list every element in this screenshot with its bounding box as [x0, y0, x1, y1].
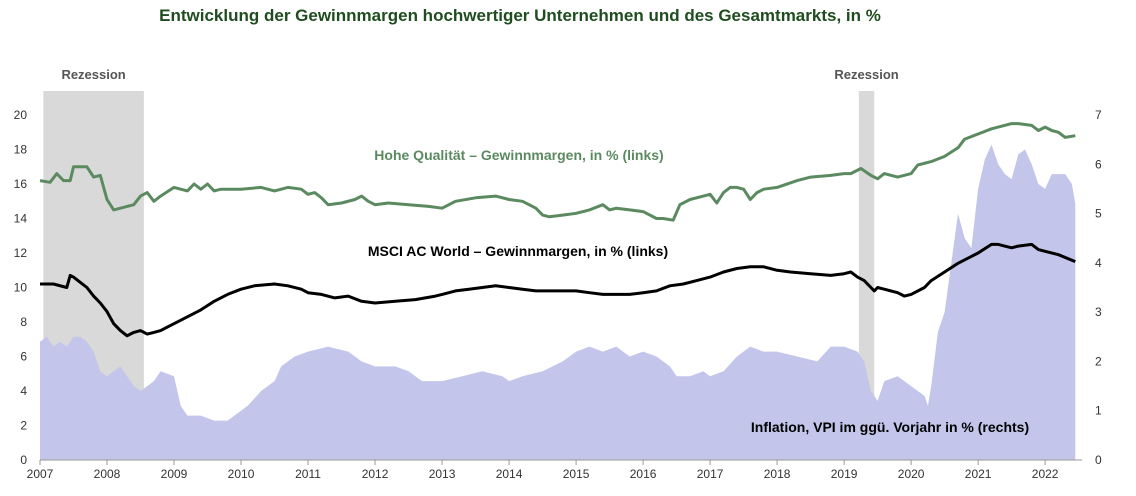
x-tick-2009: 2009	[161, 467, 188, 481]
quality-margin-line	[39, 122, 1076, 222]
y-right-tick-3: 3	[1095, 305, 1102, 319]
x-tick-2008: 2008	[94, 467, 121, 481]
y-left-tick-10: 10	[14, 281, 28, 295]
y-left-tick-20: 20	[14, 108, 28, 122]
quality-series-label: Hohe Qualität – Gewinnmargen, in % (link…	[374, 147, 663, 163]
y-right-tick-5: 5	[1095, 207, 1102, 221]
y-right-tick-2: 2	[1095, 354, 1102, 368]
y-left-tick-4: 4	[20, 384, 27, 398]
x-tick-2021: 2021	[965, 467, 992, 481]
x-tick-2010: 2010	[228, 467, 255, 481]
y-right-tick-6: 6	[1095, 157, 1102, 171]
x-tick-2018: 2018	[764, 467, 791, 481]
x-tick-2016: 2016	[630, 467, 657, 481]
y-left-tick-8: 8	[20, 315, 27, 329]
y-left-tick-16: 16	[14, 177, 28, 191]
x-tick-2020: 2020	[898, 467, 925, 481]
chart-title: Entwicklung der Gewinnmargen hochwertige…	[159, 6, 881, 25]
y-left-tick-12: 12	[14, 246, 28, 260]
x-tick-2015: 2015	[563, 467, 590, 481]
x-tick-2013: 2013	[429, 467, 456, 481]
y-right-tick-7: 7	[1095, 108, 1102, 122]
x-tick-2022: 2022	[1032, 467, 1059, 481]
recession-label-2: Rezession	[834, 67, 898, 82]
y-left-tick-2: 2	[20, 419, 27, 433]
x-tick-2011: 2011	[295, 467, 321, 481]
x-tick-2019: 2019	[831, 467, 858, 481]
y-left-tick-0: 0	[20, 453, 27, 467]
msci-margin-line	[40, 242, 1076, 338]
y-right-tick-4: 4	[1095, 256, 1102, 270]
line-series-group	[39, 122, 1076, 338]
msci-series-label: MSCI AC World – Gewinnmargen, in % (link…	[368, 243, 668, 259]
y-left-tick-14: 14	[14, 212, 28, 226]
recession-label-1: Rezession	[61, 67, 125, 82]
y-left-tick-6: 6	[20, 350, 27, 364]
x-tick-2007: 2007	[27, 467, 54, 481]
x-tick-2014: 2014	[496, 467, 523, 481]
y-right-tick-1: 1	[1095, 404, 1102, 418]
x-tick-2012: 2012	[362, 467, 389, 481]
inflation-area-group	[40, 144, 1076, 460]
y-right-tick-0: 0	[1095, 453, 1102, 467]
inflation-series-label: Inflation, VPI im ggü. Vorjahr in % (rec…	[751, 419, 1029, 435]
y-left-tick-18: 18	[14, 143, 28, 157]
inflation-area	[40, 144, 1076, 460]
x-tick-2017: 2017	[697, 467, 724, 481]
